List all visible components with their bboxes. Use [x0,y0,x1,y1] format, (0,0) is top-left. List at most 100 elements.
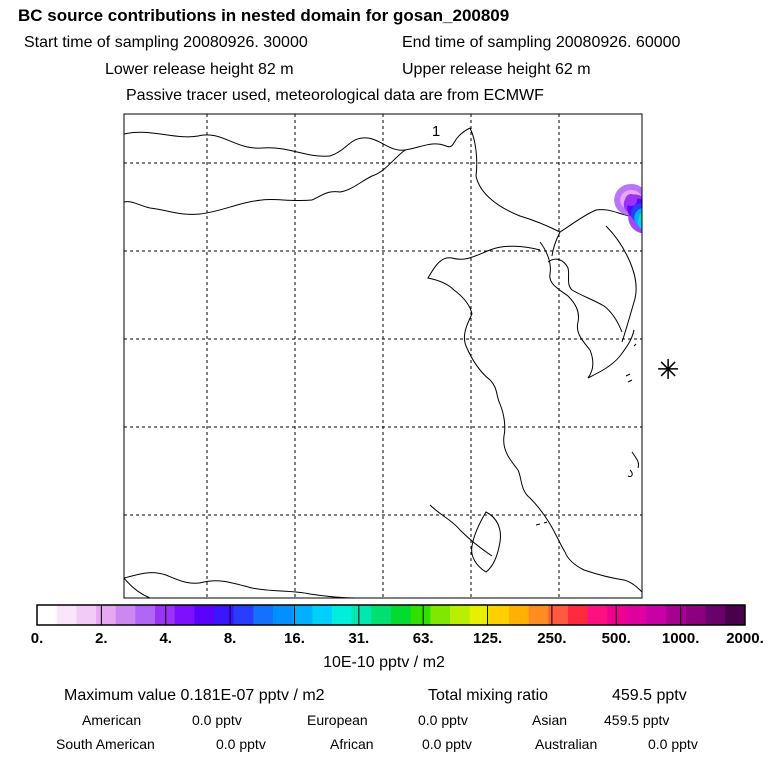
plume-cell [650,229,672,249]
colorbar-swatch [587,605,608,625]
maximum-value-label: Maximum value 0.181E-07 pptv / m2 [64,687,325,704]
colorbar-swatch [253,605,274,625]
region-name: Asian [532,712,568,728]
receptor-marker-stroke [660,361,676,377]
plume-halo [655,267,689,299]
chart-title: BC source contributions in nested domain… [18,6,510,25]
plume-cell [641,222,642,230]
colorbar-swatch [155,605,176,625]
colorbar-swatch [450,605,471,625]
colorbar-swatch [469,605,490,625]
plume-core [667,331,679,343]
plume-cell [662,277,684,297]
region-name: European [307,712,368,728]
colorbar-swatch [627,605,648,625]
plume-halo [656,321,690,353]
plume-cell [662,338,684,358]
plume-core [660,264,672,276]
colorbar-swatch [96,605,117,625]
colorbar-swatch [292,605,313,625]
map-marker-label: 1 [432,123,440,140]
colorbar-swatch [56,605,77,625]
plume-cell [664,308,686,328]
plume-cell [634,208,642,228]
colorbar-tick-label: 2000. [726,630,764,647]
plume-halo [658,302,692,334]
plume-cell [658,267,680,287]
colorbar-swatch [76,605,97,625]
colorbar-swatch [273,605,294,625]
colorbar-swatch [666,605,687,625]
plume-cell [664,303,686,323]
colorbar-tick-label: 1000. [662,630,700,647]
plume-cell [664,289,686,309]
plume-cell [662,327,684,347]
plume-cell [662,281,684,301]
plume-halo [658,283,692,315]
region-value: 0.0 pptv [418,712,468,728]
colorbar-tick-label: 31. [348,630,369,647]
plume-cell [655,256,677,276]
plume-cell [654,241,676,261]
plume-cell [652,237,674,257]
plume-cell [661,273,683,293]
lower-release-height-label: Lower release height 82 m [105,61,294,78]
plume-cell [657,263,679,283]
colorbar-swatch [705,605,726,625]
plume-halo [649,254,683,286]
plume-cell [654,251,676,271]
upper-release-height-label: Upper release height 62 m [402,61,591,78]
colorbar-swatch [686,605,707,625]
receptor-marker-icon [658,358,679,379]
colorbar-swatch [233,605,254,625]
plume-core [669,293,681,305]
colorbar-swatch [312,605,333,625]
region-name: African [330,736,374,752]
plume-cell [651,233,673,253]
plume-cell [663,322,685,342]
total-mixing-ratio-value: 459.5 pptv [612,687,687,704]
total-mixing-ratio-label: Total mixing ratio [428,687,549,704]
plume-cell [663,285,685,305]
colorbar-swatch [528,605,549,625]
colorbar-tick-label: 0. [31,630,44,647]
colorbar-units: 10E-10 pptv / m2 [323,654,445,671]
plume-cell [645,221,667,241]
colorbar-tick-label: 8. [224,630,237,647]
region-name: American [82,712,142,728]
plume-cell [654,246,676,266]
colorbar-swatch [607,605,628,625]
region-value: 0.0 pptv [216,736,266,752]
plume-core [639,212,642,223]
region-value: 0.0 pptv [648,736,698,752]
colorbar-tick-label: 2. [95,630,108,647]
plume-core [653,229,665,241]
plume-core [666,277,678,289]
colorbar-tick-labels: 0. 2. 4. 8. 16. 31. 63. 125. 250. 500. 1000. 2000. [31,630,764,647]
colorbar-tick-label: 125. [473,630,502,647]
region-value: 459.5 pptv [604,712,670,728]
region-name: South American [56,736,155,752]
colorbar-swatch [135,605,156,625]
colorbar-frame [36,604,746,626]
plume-layer [614,183,692,358]
map-gridlines [124,114,642,598]
map-coastlines [124,127,642,598]
plume-cell [655,260,677,280]
colorbar-swatch [430,605,451,625]
colorbar-swatch [332,605,353,625]
colorbar-swatch [410,605,431,625]
region-value: 0.0 pptv [192,712,242,728]
colorbar-tick-label: 63. [413,630,434,647]
colorbar-tick-label: 500. [602,630,631,647]
colorbar-swatch [115,605,136,625]
colorbar-swatch [568,605,589,625]
plume-halo [642,219,676,251]
plume-cell [648,225,670,245]
colorbar [36,604,746,626]
plume-core [625,193,638,206]
colorbar-swatch [489,605,510,625]
tracer-note: Passive tracer used, meteorological data… [126,87,544,104]
plume-cell [663,318,685,338]
plume-cell [659,270,681,290]
